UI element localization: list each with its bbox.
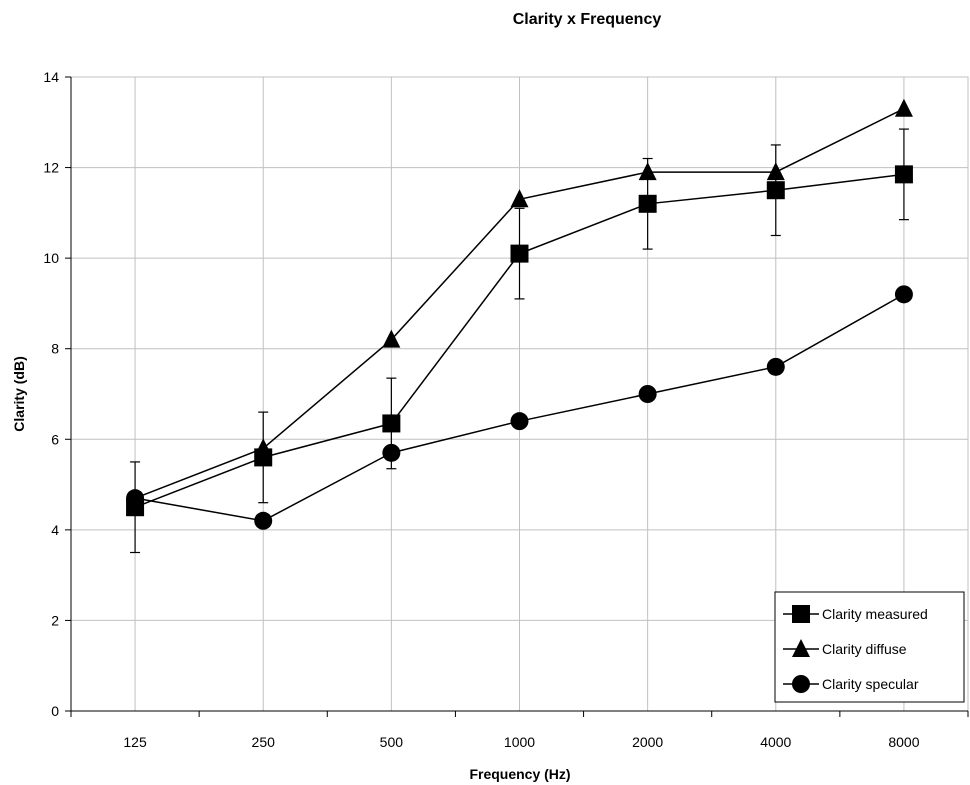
data-point-triangle [510,189,529,208]
data-point-square [766,181,785,200]
legend-label: Clarity specular [822,676,919,692]
data-point-triangle [382,329,401,348]
chart-title: Clarity x Frequency [513,11,662,28]
data-point-square [894,165,913,184]
x-tick-label: 4000 [760,734,791,750]
x-tick-label: 2000 [632,734,663,750]
data-point-circle [382,443,401,462]
x-tick-label: 125 [123,734,147,750]
axes: 0 2 4 6 8 10 12 14 125 250 500 1000 2000 4000 8000 [43,69,969,750]
series-circle [126,285,913,530]
y-tick-label: 14 [43,69,59,85]
data-point-square [382,414,401,433]
data-point-circle [894,285,913,304]
legend-label: Clarity diffuse [822,641,907,657]
y-axis-title: Clarity (dB) [11,356,27,431]
series-triangle [126,98,913,507]
data-point-square [510,244,529,263]
legend-marker-circle [792,675,810,693]
x-tick-label: 500 [380,734,404,750]
x-tick-label: 8000 [888,734,919,750]
data-point-triangle [638,162,657,181]
x-tick-label: 250 [252,734,276,750]
series [126,98,913,554]
legend-item: Clarity diffuse [783,639,907,657]
x-tick-label: 1000 [504,734,535,750]
legend-label: Clarity measured [822,606,928,622]
y-tick-label: 12 [43,160,59,176]
data-point-square [638,194,657,213]
data-point-circle [254,511,273,530]
legend-item: Clarity measured [783,605,928,623]
y-tick-label: 10 [43,250,59,266]
x-axis-title: Frequency (Hz) [469,766,570,782]
y-tick-label: 2 [51,612,59,628]
data-point-circle [766,357,785,376]
y-tick-label: 6 [51,431,59,447]
data-point-circle [510,412,529,431]
legend: Clarity measured Clarity diffuse Clarity s… [774,591,965,703]
data-point-triangle [894,98,913,117]
legend-marker-square [792,605,810,623]
data-point-triangle [766,162,785,181]
data-point-circle [126,489,145,508]
legend-item: Clarity specular [783,675,919,693]
data-point-triangle [254,438,273,457]
y-tick-label: 8 [51,341,59,357]
legend-marker-triangle [792,639,810,657]
y-tick-label: 4 [51,522,59,538]
data-point-circle [638,385,657,403]
y-tick-label: 0 [51,703,59,719]
